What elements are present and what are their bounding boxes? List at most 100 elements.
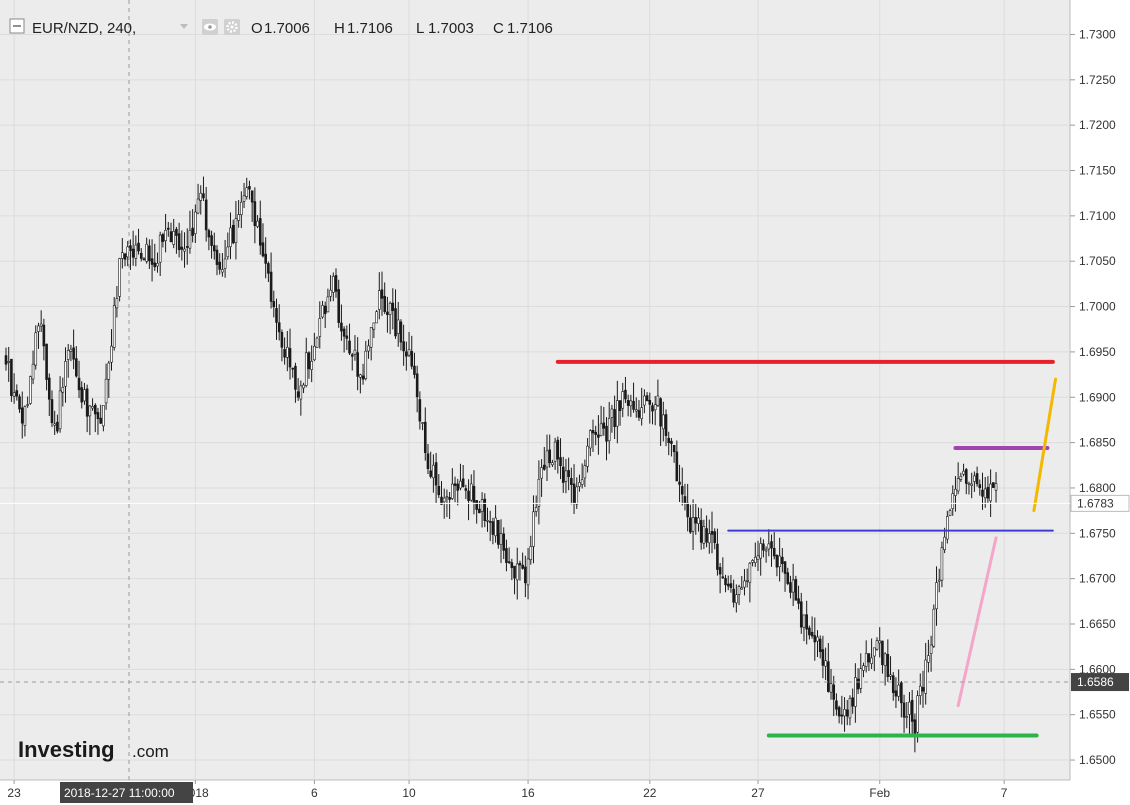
candle-body xyxy=(388,302,392,315)
candle-body xyxy=(772,547,776,557)
candle-body xyxy=(835,700,838,710)
candle-body xyxy=(148,245,151,262)
candle-body xyxy=(602,422,606,429)
candle-body xyxy=(272,301,276,308)
candle-body xyxy=(740,587,744,590)
candle-body xyxy=(789,582,792,593)
candle-body xyxy=(745,580,749,582)
candle-body xyxy=(218,261,221,270)
candle-body xyxy=(204,199,208,231)
candle-body xyxy=(451,483,454,499)
candle-body xyxy=(632,400,635,410)
candle-body xyxy=(242,195,246,202)
candle-body xyxy=(583,465,587,479)
time-tick-label: 23 xyxy=(7,786,21,800)
candle-body xyxy=(291,367,295,370)
candle-body xyxy=(456,483,460,491)
candle-body xyxy=(540,467,543,479)
candle-body xyxy=(753,556,757,564)
candle-body xyxy=(110,345,113,363)
candle-body xyxy=(505,548,508,563)
plot-area[interactable] xyxy=(0,0,1070,780)
gear-icon[interactable] xyxy=(224,19,240,35)
candle-body xyxy=(643,395,646,406)
price-tick-label: 1.6650 xyxy=(1079,617,1116,631)
candle-body xyxy=(886,654,890,677)
candle-body xyxy=(813,635,817,643)
candle-body xyxy=(469,483,473,501)
logo-suffix: .com xyxy=(132,742,169,761)
candle-body xyxy=(994,483,998,491)
candle-body xyxy=(77,377,81,391)
candle-body xyxy=(845,709,849,717)
candle-body xyxy=(299,385,303,400)
candle-body xyxy=(212,245,216,252)
candle-body xyxy=(737,586,741,595)
candle-body xyxy=(978,484,982,489)
price-axis-panel[interactable] xyxy=(1070,0,1130,805)
candle-body xyxy=(859,668,863,689)
candle-body xyxy=(258,218,262,246)
candle-body xyxy=(102,405,105,427)
candle-body xyxy=(810,631,814,637)
candle-body xyxy=(621,391,625,409)
candle-body xyxy=(653,404,657,411)
candle-body xyxy=(567,470,570,478)
candle-body xyxy=(805,614,808,630)
candle-body xyxy=(889,674,892,677)
price-axis: 1.6500 1.6550 1.6600 1.6650 1.6700 1.6750 1.68… xyxy=(1070,27,1116,767)
candle-body xyxy=(118,258,121,297)
candle-body xyxy=(121,252,124,259)
last-price-marker: 1.6783 xyxy=(0,494,1130,512)
orange-trend-line[interactable] xyxy=(1032,377,1058,513)
candle-body xyxy=(894,690,898,697)
candle-body xyxy=(656,395,660,406)
candle-body xyxy=(75,358,78,377)
investing-logo: Investing .com xyxy=(18,737,169,762)
drawn-annotations[interactable] xyxy=(555,359,1058,738)
candle-body xyxy=(529,546,533,561)
price-tick-label: 1.7200 xyxy=(1079,118,1116,132)
candle-body xyxy=(591,429,595,434)
candle-body xyxy=(854,677,857,707)
candle-body xyxy=(515,563,519,581)
candle-body xyxy=(948,510,952,516)
candle-body xyxy=(372,322,376,330)
eye-icon[interactable] xyxy=(202,19,218,35)
candle-body xyxy=(445,496,449,499)
candle-body xyxy=(616,400,619,427)
pink-trend-line[interactable] xyxy=(956,536,998,708)
candle-body xyxy=(678,481,681,485)
candle-body xyxy=(88,405,92,417)
candle-body xyxy=(234,218,238,243)
last-price-value: 1.6783 xyxy=(1077,496,1114,510)
candle-body xyxy=(588,430,592,449)
candle-body xyxy=(607,418,611,442)
candle-body xyxy=(637,410,641,418)
candle-body xyxy=(862,665,865,671)
candle-body xyxy=(532,511,535,547)
open-value: 1.7006 xyxy=(264,20,310,37)
candle-body xyxy=(191,227,194,236)
candle-body xyxy=(597,434,600,438)
candle-body xyxy=(881,640,884,666)
chevron-down-icon[interactable] xyxy=(180,24,188,29)
candle-body xyxy=(959,475,963,480)
candle-body xyxy=(824,660,827,667)
candle-body xyxy=(423,421,427,453)
candle-body xyxy=(318,318,322,337)
candle-body xyxy=(781,556,784,565)
candle-body xyxy=(386,311,389,316)
candle-body xyxy=(129,245,132,252)
candle-body xyxy=(962,470,965,475)
candle-body xyxy=(123,253,127,260)
crosshair xyxy=(0,0,1070,780)
candle-body xyxy=(448,497,451,500)
candle-body xyxy=(932,608,936,647)
candle-body xyxy=(294,365,297,390)
candle-body xyxy=(634,409,638,412)
candle-body xyxy=(394,308,397,337)
candle-body xyxy=(964,469,968,484)
